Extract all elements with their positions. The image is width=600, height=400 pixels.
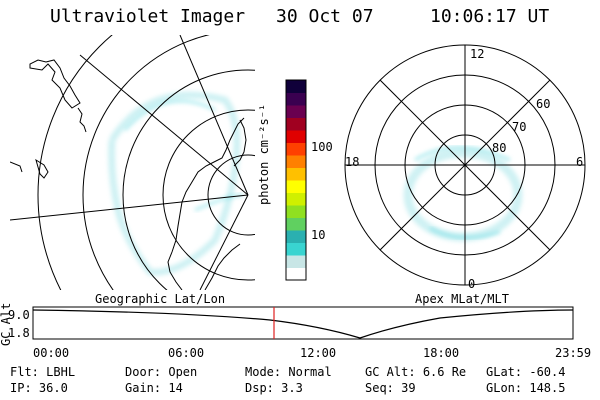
coastlines [10,59,247,290]
altitude-curve [32,309,574,339]
colorbar-swatch [286,155,306,168]
colorbar-swatch [286,130,306,143]
right-map-label: Apex MLat/MLT [415,292,509,306]
mlat-label-80: 80 [492,141,507,155]
colorbar-swatch [286,255,306,268]
left-map-label: Geographic Lat/Lon [95,292,226,306]
time-tick-2359: 23:59 [555,346,592,360]
aurora-emission-left [108,91,241,276]
status-filter: Flt: LBHL [10,365,76,379]
status-glon: GLon: 148.5 [486,381,566,395]
aurora-bright-left-2 [194,193,244,212]
colorbar-swatch [286,167,306,181]
colorbar-unit-label: photon cm⁻²s⁻¹ [257,103,271,205]
altitude-strip [32,306,574,340]
colorbar-swatch [286,117,306,131]
left-map-content [10,35,255,290]
time-tick-0000: 00:00 [33,346,70,360]
colorbar-swatch [286,105,306,118]
colorbar-tick-100: 100 [311,140,333,154]
aurora-bright-right [414,146,511,162]
colorbar-swatch [286,180,306,193]
mlt-label-18: 18 [345,155,360,169]
altitude-tick-high: 9.0 [8,308,30,322]
colorbar-swatch [286,267,306,281]
mlat-label-60: 60 [536,97,551,111]
status-dsp: Dsp: 3.3 [245,381,303,395]
mlt-label-0: 0 [468,277,476,291]
mlat-label-70: 70 [512,120,527,134]
status-seq: Seq: 39 [365,381,416,395]
polar-map-content [403,146,523,242]
lat-lon-grid [10,35,255,290]
aurora-bright-left [123,99,216,131]
time-tick-1800: 18:00 [423,346,460,360]
aurora-bright-right-2 [429,226,501,240]
observation-time: 10:06:17 UT [430,6,550,27]
instrument-title: Ultraviolet Imager [50,6,246,27]
colorbar-tick-10: 10 [311,228,326,242]
status-gain: Gain: 14 [125,381,183,395]
mlt-label-6: 6 [576,155,584,169]
status-glat: GLat: -60.4 [486,365,566,379]
polar-grid [344,44,586,286]
time-tick-1200: 12:00 [300,346,337,360]
colorbar-swatch [286,230,306,243]
colorbar [285,79,307,281]
status-mode: Mode: Normal [245,365,332,379]
status-door: Door: Open [125,365,198,379]
colorbar-swatch [286,142,306,156]
observation-date: 30 Oct 07 [276,6,374,27]
colorbar-swatch [286,80,306,93]
colorbar-swatch [286,92,306,106]
colorbar-swatch [286,217,306,231]
mlt-label-12: 12 [470,47,485,61]
status-gc-alt: GC Alt: 6.6 Re [365,365,467,379]
altitude-tick-low: 1.8 [8,326,30,340]
time-tick-0600: 06:00 [168,346,205,360]
colorbar-swatch [286,192,306,206]
colorbar-swatch [286,205,306,218]
colorbar-swatch [286,242,306,256]
status-ip: IP: 36.0 [10,381,68,395]
